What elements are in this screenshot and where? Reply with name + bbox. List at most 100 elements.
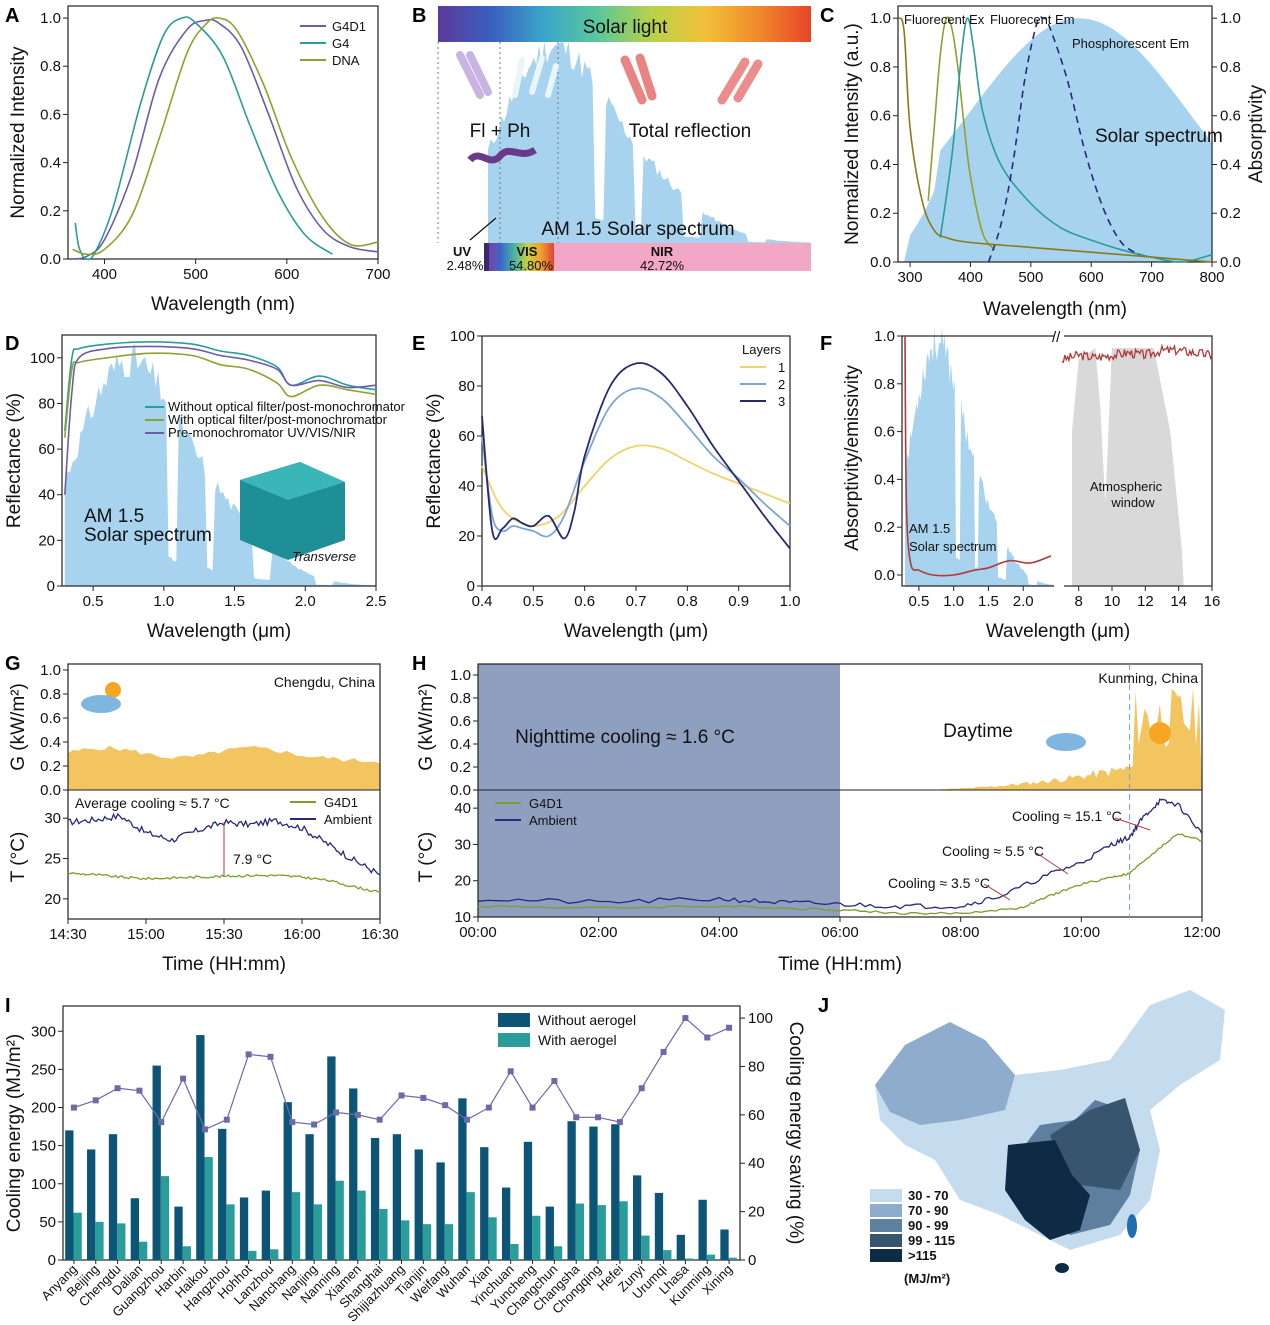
panel-h-irradiance-fill	[840, 687, 1202, 790]
panel-g-x-tick: 16:30	[361, 926, 399, 943]
panel-c-y-tick: 0.2	[870, 205, 891, 222]
panel-a-legend-label: G4D1	[332, 19, 366, 34]
emission-arrow-icon	[512, 55, 559, 98]
bar-without-aerogel	[458, 1098, 467, 1260]
panel-f-x-tick: 1.0	[943, 593, 964, 610]
panel-b-caption: AM 1.5 Solar spectrum	[541, 219, 734, 240]
map-island	[1055, 1263, 1069, 1273]
nir-band	[554, 243, 811, 271]
bar-without-aerogel	[218, 1128, 227, 1260]
panel-e-x-tick: 0.8	[677, 593, 698, 610]
panel-a-y-tick: 0.0	[40, 251, 61, 268]
panel-g-annotation: Average cooling ≈ 5.7 °C	[75, 795, 230, 811]
panel-h-line-ambient	[477, 798, 1203, 910]
panel-e-x-tick: 0.7	[626, 593, 647, 610]
panel-e-x-tick: 1.0	[780, 593, 801, 610]
bar-without-aerogel	[501, 1187, 511, 1260]
bar-without-aerogel	[130, 1198, 139, 1260]
bar-without-aerogel	[436, 1162, 445, 1260]
saving-point	[616, 1119, 623, 1126]
panel-d-x-tick: 2.5	[366, 593, 387, 610]
panel-c-annotation: Solar spectrum	[1095, 126, 1223, 147]
nir-band-value: 42.72%	[640, 258, 685, 273]
bar-without-aerogel	[327, 1056, 336, 1260]
map-island	[1127, 1214, 1137, 1238]
bar-without-aerogel	[305, 1134, 314, 1260]
panel-f-x-tick: 0.5	[908, 593, 929, 610]
saving-point	[158, 1119, 165, 1126]
panel-i-y-tick: 200	[31, 1100, 56, 1117]
panel-a-x-tick: 700	[365, 266, 390, 283]
panel-i-y2-tick: 0	[748, 1252, 756, 1269]
panel-d-y-tick: 80	[38, 395, 55, 412]
panel-h-x-tick: 04:00	[701, 924, 739, 941]
panel-e-ylabel: Reflectance (%)	[424, 393, 445, 528]
panel-h-y-tick-top: 0.6	[450, 713, 471, 730]
map-region-99-115	[1050, 1098, 1140, 1190]
panel-a-x-tick: 400	[92, 266, 117, 283]
panel-c-y-tick: 1.0	[870, 10, 891, 27]
bar-without-aerogel	[239, 1197, 249, 1260]
panel-b-solar-spectrum	[488, 41, 810, 244]
panel-f-annotation: Solar spectrum	[909, 539, 996, 554]
panel-f-x-tick: 14	[1170, 593, 1187, 610]
panel-c-annotation: Fluorecent Em	[990, 12, 1075, 27]
bar-without-aerogel	[87, 1149, 96, 1260]
bar-with-aerogel	[291, 1192, 301, 1260]
panel-h-x-tick: 10:00	[1063, 924, 1101, 941]
map-legend-label: 90 - 99	[908, 1218, 948, 1233]
panel-a-line-dna	[72, 17, 379, 256]
bar-without-aerogel	[589, 1126, 598, 1260]
panel-e-y-tick: 40	[458, 478, 475, 495]
map-region-70-90	[875, 1022, 1015, 1125]
panel-h-annotation: Cooling ≈ 3.5 °C	[888, 875, 990, 891]
bar-with-aerogel	[619, 1201, 628, 1260]
panel-c-ylabel: Normalized Intensity (a.u.)	[842, 23, 863, 245]
bar-with-aerogel	[226, 1204, 235, 1260]
panel-a-y-tick: 0.4	[40, 155, 61, 172]
panel-f-x-tick: 8	[1074, 593, 1082, 610]
nir-band-name: NIR	[651, 244, 674, 259]
saving-point	[311, 1121, 318, 1128]
panel-letter-h: H	[412, 653, 426, 675]
panel-d-y-tick: 20	[38, 532, 55, 549]
saving-point	[289, 1119, 296, 1126]
panel-d-annotation: AM 1.5	[84, 506, 144, 527]
saving-point	[92, 1097, 99, 1104]
bar-with-aerogel	[466, 1192, 475, 1260]
saving-point	[595, 1114, 602, 1121]
panel-c-x-tick: 300	[898, 269, 923, 286]
panel-e-legend-title: Layers	[742, 342, 782, 357]
panel-e-y-tick: 20	[458, 528, 475, 545]
saving-point	[573, 1114, 580, 1121]
saving-point	[638, 1085, 645, 1092]
panel-d-y-tick: 40	[38, 487, 55, 504]
saving-point	[551, 1077, 558, 1084]
map-region-over-115	[1005, 1140, 1090, 1240]
bar-without-aerogel	[654, 1192, 664, 1260]
panel-e-frame	[481, 335, 791, 587]
panel-h-y-tick-bottom: 10	[454, 909, 471, 926]
panel-g-x-tick: 16:00	[283, 926, 321, 943]
uv-band-value: 2.48%	[447, 258, 484, 273]
bar-with-aerogel	[510, 1243, 519, 1260]
panel-g-title: Chengdu, China	[274, 674, 375, 690]
bar-with-aerogel	[182, 1246, 191, 1260]
panel-c-y-tick: 0.6	[870, 108, 891, 125]
bar-with-aerogel	[728, 1257, 737, 1260]
panel-g-x-tick: 14:30	[49, 926, 87, 943]
reflection-in-arrow-icon	[620, 53, 657, 105]
panel-e-xlabel: Wavelength (μm)	[564, 621, 708, 642]
panel-h-x-tick: 06:00	[821, 924, 859, 941]
panel-d-x-tick: 1.5	[224, 593, 245, 610]
uv-band	[484, 243, 489, 271]
panel-d-solar-spectrum	[64, 343, 377, 586]
saving-point	[529, 1104, 536, 1111]
panel-f-x-tick: 12	[1137, 593, 1154, 610]
reflection-out-arrow-icon	[717, 57, 763, 105]
bar-with-aerogel	[575, 1203, 585, 1260]
saving-point	[464, 1116, 471, 1123]
panel-b-flph-label: Fl + Ph	[470, 121, 531, 142]
panel-d-y-tick: 0	[47, 578, 55, 595]
panel-d-line-0	[64, 340, 377, 431]
